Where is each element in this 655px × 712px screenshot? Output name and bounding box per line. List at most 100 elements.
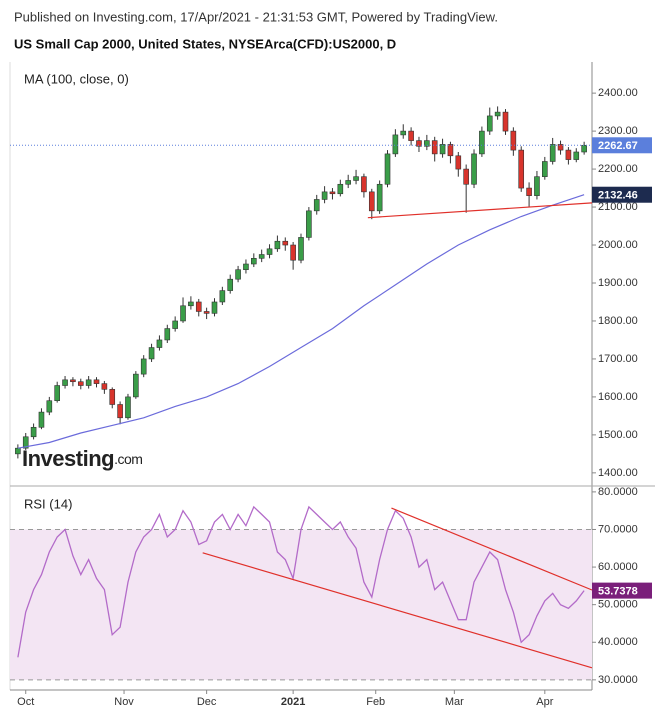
candle-body [298, 237, 304, 261]
y-tick-label: 1700.00 [598, 353, 638, 365]
candle-body [455, 155, 462, 170]
y-tick-label: 2200.00 [598, 163, 638, 175]
header-title: US Small Cap 2000, United States, NYSEAr… [14, 36, 396, 51]
candle-body [117, 404, 123, 419]
x-tick-label: Feb [366, 696, 385, 708]
candle-body [227, 278, 234, 291]
candle-body [321, 191, 328, 200]
candle-body [180, 305, 186, 322]
y-tick-label: 2400.00 [598, 87, 638, 99]
candle-body [164, 328, 171, 341]
y-tick-label: 30.0000 [598, 674, 638, 686]
candle-body [542, 161, 548, 177]
value-box-label: 53.7378 [598, 586, 638, 598]
candle-body [510, 130, 517, 151]
y-tick-label: 60.0000 [598, 561, 638, 573]
candle-body [494, 111, 501, 117]
candle-body [502, 111, 509, 132]
candle-body [384, 153, 391, 185]
candle-body [549, 144, 556, 162]
candle-body [345, 180, 351, 185]
candle-body [306, 210, 312, 238]
candle-body [266, 248, 273, 255]
candle-body [526, 187, 532, 196]
candle-body [439, 144, 446, 155]
candle-body [235, 269, 241, 280]
candle-body [408, 130, 414, 141]
rsi-band [10, 529, 592, 680]
candle-body [282, 240, 289, 246]
candle-body [534, 176, 540, 196]
candle-body [471, 153, 477, 185]
x-tick-label: 2021 [281, 696, 305, 708]
candle-body [431, 140, 438, 155]
rsi-line [17, 505, 585, 658]
logo: Investing.com [22, 446, 143, 471]
x-tick-label: Nov [114, 696, 134, 708]
logo-main: Investing [22, 446, 114, 471]
x-tick-label: Apr [536, 696, 553, 708]
candle-body [251, 258, 257, 265]
header-source: Published on Investing.com, 17/Apr/2021 … [14, 9, 498, 24]
candle-body [93, 379, 100, 384]
candle-body [140, 358, 147, 375]
candle-body [156, 339, 163, 348]
candle-body [125, 396, 131, 419]
candle-body [22, 436, 29, 449]
value-box-label: 2262.67 [598, 140, 638, 152]
y-tick-label: 80.0000 [598, 486, 638, 498]
candle-body [518, 149, 525, 189]
y-tick-label: 1400.00 [598, 467, 638, 479]
panel-label: MA (100, close, 0) [24, 71, 129, 86]
candle-body [368, 191, 375, 212]
y-tick-label: 2300.00 [598, 125, 638, 137]
candle-body [557, 144, 564, 151]
candle-body [46, 400, 53, 413]
candle-body [54, 385, 60, 402]
logo-text: Investing.com [22, 446, 142, 471]
candle-body [463, 168, 469, 185]
candle-body [274, 240, 281, 250]
candle-body [447, 144, 454, 157]
candle-body [77, 381, 84, 386]
candle-body [258, 254, 265, 259]
candle-body [38, 411, 45, 428]
candle-body [424, 140, 430, 147]
candle-body [203, 311, 210, 314]
y-tick-label: 40.0000 [598, 636, 638, 648]
ma-line [17, 194, 585, 449]
value-box-label: 2132.46 [598, 190, 638, 202]
candle-body [101, 383, 108, 390]
candle-body [15, 447, 21, 455]
candle-body [243, 263, 249, 271]
candle-body [70, 379, 76, 383]
candle-body [313, 199, 320, 212]
candle-body [565, 149, 572, 160]
candle-body [195, 301, 202, 312]
candle-body [416, 140, 422, 147]
candle-body [172, 320, 178, 329]
candle-body [290, 244, 296, 261]
y-tick-label: 1500.00 [598, 429, 638, 441]
candle-body [361, 176, 367, 193]
y-tick-label: 1900.00 [598, 277, 638, 289]
y-tick-label: 2000.00 [598, 239, 638, 251]
candle-body [376, 183, 383, 212]
trendline [367, 202, 593, 219]
candle-body [479, 130, 485, 155]
value-box [592, 186, 652, 203]
candle-body [400, 130, 407, 136]
candle-body [85, 379, 92, 386]
value-box [592, 137, 652, 154]
candle-body [188, 301, 194, 307]
y-tick-label: 2100.00 [598, 201, 638, 213]
y-tick-label: 1600.00 [598, 391, 638, 403]
candle-body [581, 144, 587, 153]
value-box [592, 582, 652, 599]
candle-body [211, 301, 218, 314]
candle-body [219, 290, 226, 303]
candle-body [353, 176, 359, 181]
y-tick-label: 1800.00 [598, 315, 638, 327]
panel-label: RSI (14) [24, 496, 72, 511]
